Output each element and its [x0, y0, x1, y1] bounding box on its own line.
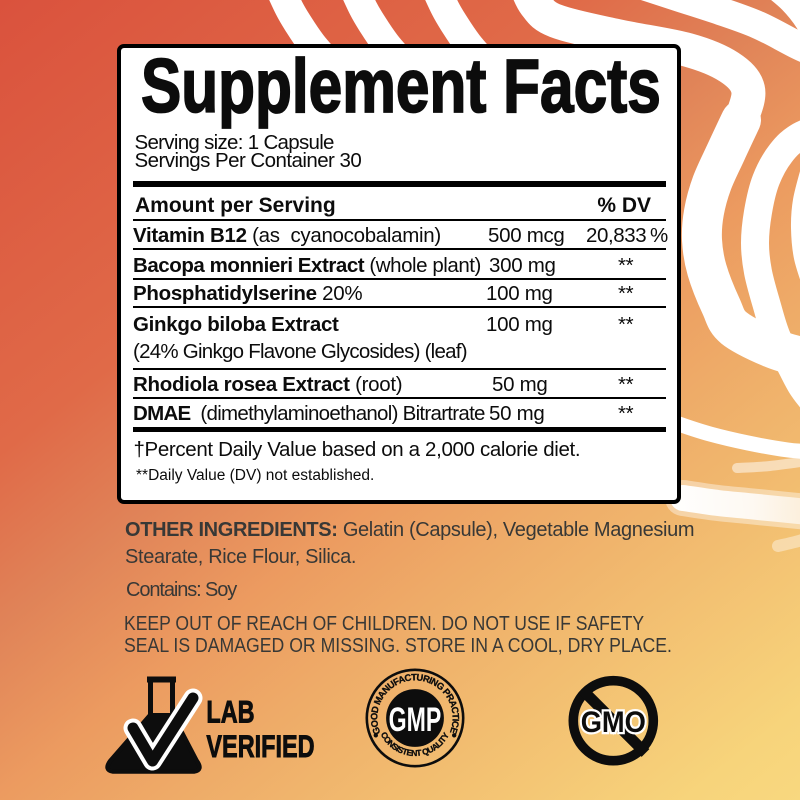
svg-text:GMP: GMP [389, 702, 442, 739]
svg-text:VERIFIED: VERIFIED [206, 729, 314, 764]
svg-text:GMO: GMO [581, 706, 646, 739]
svg-text:LAB: LAB [206, 694, 254, 729]
